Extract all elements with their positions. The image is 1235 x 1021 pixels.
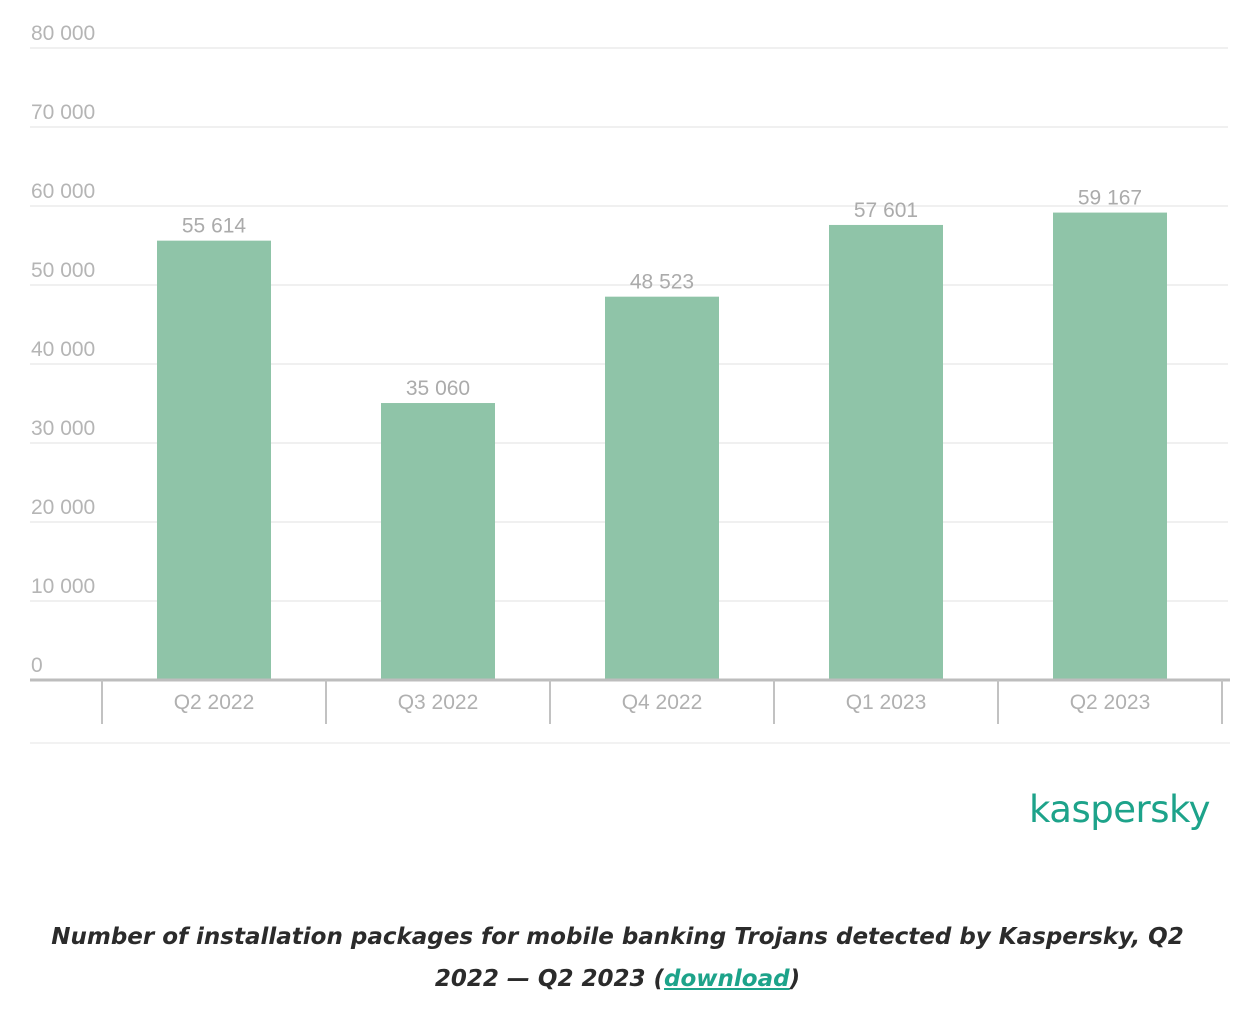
y-tick-label: 0 — [31, 654, 43, 677]
bar — [157, 240, 271, 680]
bar-chart: 0 10 000 20 000 30 000 40 000 50 000 60 000 70 … — [30, 22, 1230, 744]
y-tick-label: 10 000 — [31, 575, 95, 598]
y-tick-label: 80 000 — [31, 22, 95, 45]
y-tick-label: 30 000 — [31, 417, 95, 440]
data-label: 59 167 — [1078, 187, 1142, 210]
download-link[interactable]: download — [664, 966, 790, 992]
x-tick-label: Q3 2022 — [398, 691, 479, 714]
y-axis-ticks: 0 10 000 20 000 30 000 40 000 50 000 60 000 70 … — [31, 22, 95, 677]
data-label: 57 601 — [854, 199, 918, 222]
x-axis: Q2 2022 Q3 2022 Q4 2022 Q1 2023 Q2 2023 — [30, 678, 1230, 744]
y-tick-label: 70 000 — [31, 101, 95, 124]
data-label: 48 523 — [630, 271, 694, 294]
data-labels: 55 614 35 060 48 523 57 601 59 167 — [182, 187, 1142, 400]
x-tick-label: Q1 2023 — [846, 691, 927, 714]
y-tick-label: 50 000 — [31, 259, 95, 282]
x-tick-label: Q2 2022 — [174, 691, 255, 714]
data-label: 55 614 — [182, 215, 247, 238]
y-tick-label: 20 000 — [31, 496, 95, 519]
y-tick-label: 60 000 — [31, 180, 95, 203]
caption-close: ) — [789, 966, 801, 992]
chart-caption: Number of installation packages for mobi… — [40, 916, 1195, 1000]
kaspersky-logo: kaspersky — [1029, 788, 1210, 831]
data-label: 35 060 — [406, 377, 470, 400]
bar — [605, 296, 719, 680]
bar — [381, 403, 495, 680]
bars — [157, 212, 1167, 681]
x-tick-label: Q4 2022 — [622, 691, 703, 714]
bar — [829, 224, 943, 681]
caption-text: Number of installation packages for mobi… — [51, 924, 1184, 992]
bar — [1053, 212, 1167, 681]
x-tick-label: Q2 2023 — [1070, 691, 1151, 714]
y-tick-label: 40 000 — [31, 338, 95, 361]
